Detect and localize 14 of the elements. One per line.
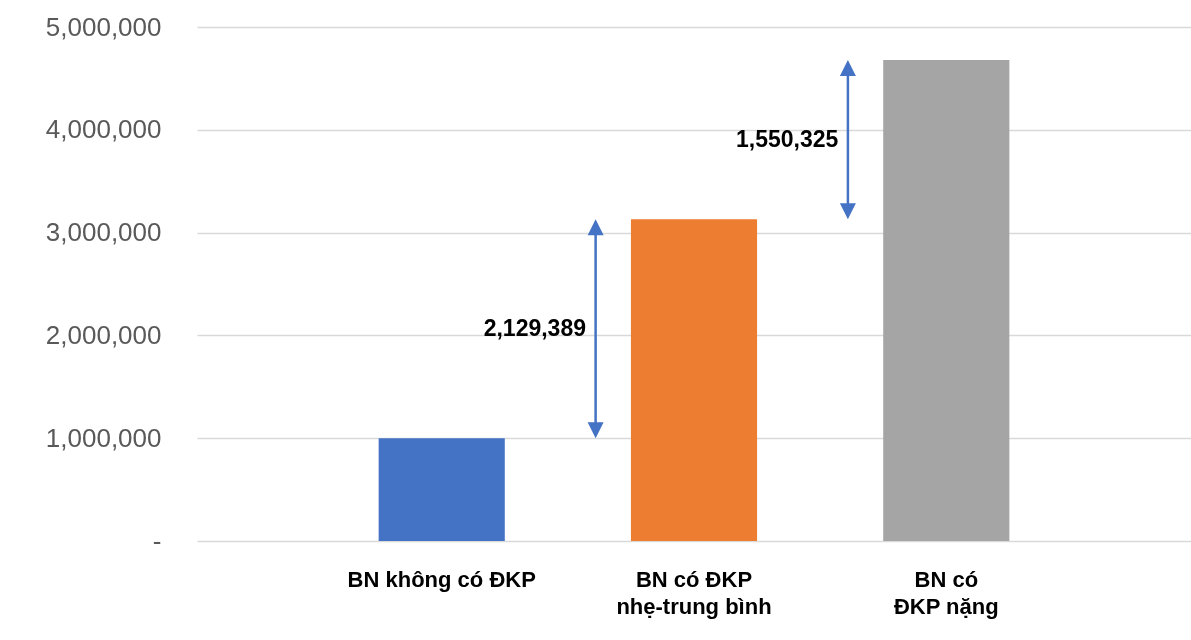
x-tick-label: BN có ĐKP nhẹ-trung bình	[616, 566, 772, 619]
bar	[378, 438, 505, 541]
bar	[883, 59, 1010, 541]
y-tick-label: 5,000,000	[45, 11, 162, 42]
y-tick-label: 4,000,000	[45, 114, 162, 145]
y-tick-label: 1,000,000	[45, 422, 162, 453]
y-tick-label: 3,000,000	[45, 217, 162, 248]
bar	[630, 219, 758, 541]
x-tick-label: BN không có ĐKP	[347, 566, 536, 592]
y-tick-label: 2,000,000	[45, 319, 162, 350]
y-tick-label: -	[152, 525, 162, 556]
annotation: 2,129,389	[483, 314, 586, 341]
x-tick-label: BN có ĐKP nặng	[893, 566, 999, 619]
annotation: 1,550,325	[735, 125, 839, 152]
